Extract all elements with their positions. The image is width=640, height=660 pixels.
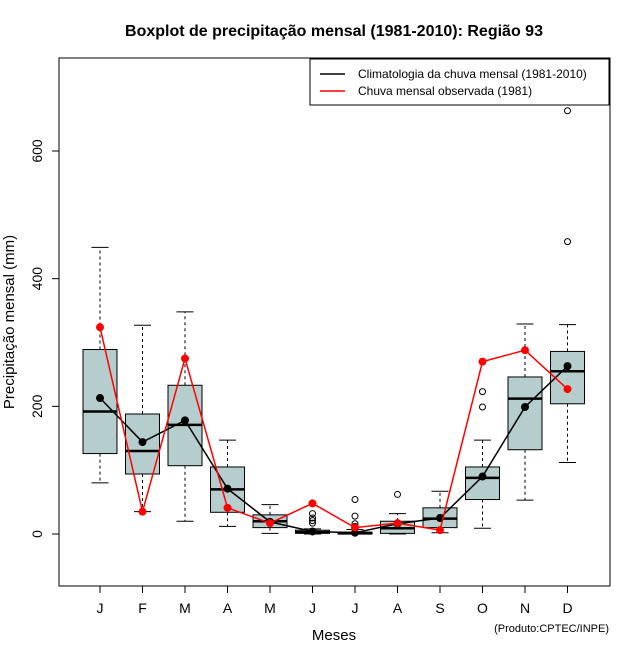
series-lines [96, 323, 572, 537]
observed-point [436, 526, 444, 535]
outlier-point [564, 238, 571, 246]
x-axis-title: Meses [312, 627, 356, 644]
box-group [82, 107, 585, 535]
y-axis-title: Precipitação mensal (mm) [1, 235, 18, 409]
climatology-point [223, 484, 232, 493]
outlier-point [351, 512, 359, 520]
x-tick-label: J [352, 600, 359, 616]
climatology-point [138, 438, 147, 447]
legend-label-climatology: Climatologia da chuva mensal (1981-2010) [358, 67, 587, 81]
observed-point [266, 519, 274, 528]
climatology-point [521, 402, 529, 411]
box-1 [82, 246, 118, 484]
outlier-point [309, 519, 316, 527]
observed-point [223, 503, 232, 512]
x-tick-label: S [435, 600, 444, 616]
observed-point [96, 323, 104, 332]
observed-point [521, 346, 529, 355]
box-iqr [507, 376, 543, 451]
x-tick-label: D [562, 600, 572, 616]
x-tick-label: F [138, 600, 147, 616]
observed-point [478, 357, 487, 366]
box-4 [210, 439, 245, 527]
observed-line [99, 327, 569, 532]
observed-point [308, 499, 317, 508]
x-tick-label: J [97, 600, 104, 616]
outlier-point [309, 517, 316, 525]
y-tick-label: 0 [29, 530, 45, 538]
observed-point [393, 519, 402, 528]
climatology-point [478, 472, 487, 481]
box-12 [550, 107, 585, 464]
outlier-point [564, 107, 571, 115]
observed-point [351, 523, 359, 532]
outlier-point [309, 514, 316, 522]
x-tick-label: J [309, 600, 316, 616]
y-tick-label: 400 [29, 267, 45, 291]
x-tick-label: O [477, 600, 488, 616]
outlier-point [309, 510, 316, 518]
x-tick-label: A [393, 600, 403, 616]
x-tick-label: M [264, 600, 276, 616]
outlier-point [479, 403, 486, 411]
x-tick-label: M [179, 600, 191, 616]
y-tick-label: 600 [29, 139, 45, 163]
climatology-point [563, 362, 572, 371]
chart-title: Boxplot de precipitação mensal (1981-201… [125, 23, 543, 40]
outlier-point [479, 388, 486, 396]
outlier-point [394, 490, 401, 498]
climatology-point [96, 394, 104, 403]
climatology-line [99, 365, 569, 534]
box-iqr [465, 466, 500, 501]
product-credit: (Produto:CPTEC/INPE) [494, 623, 609, 635]
legend-label-observed: Chuva mensal observada (1981) [358, 84, 532, 98]
y-axis: 0 200 400 600 [29, 139, 60, 538]
observed-point [181, 354, 189, 363]
box-11 [507, 323, 543, 501]
observed-point [138, 507, 147, 516]
climatology-point [308, 527, 317, 536]
observed-point [563, 385, 572, 394]
x-tick-label: A [223, 600, 233, 616]
legend-box [309, 58, 610, 106]
x-tick-label: N [520, 600, 530, 616]
legend: Climatologia da chuva mensal (1981-2010)… [309, 58, 610, 106]
outlier-point [351, 496, 359, 504]
y-tick-label: 200 [29, 394, 45, 418]
climatology-point [181, 416, 189, 425]
box-2 [125, 324, 160, 513]
